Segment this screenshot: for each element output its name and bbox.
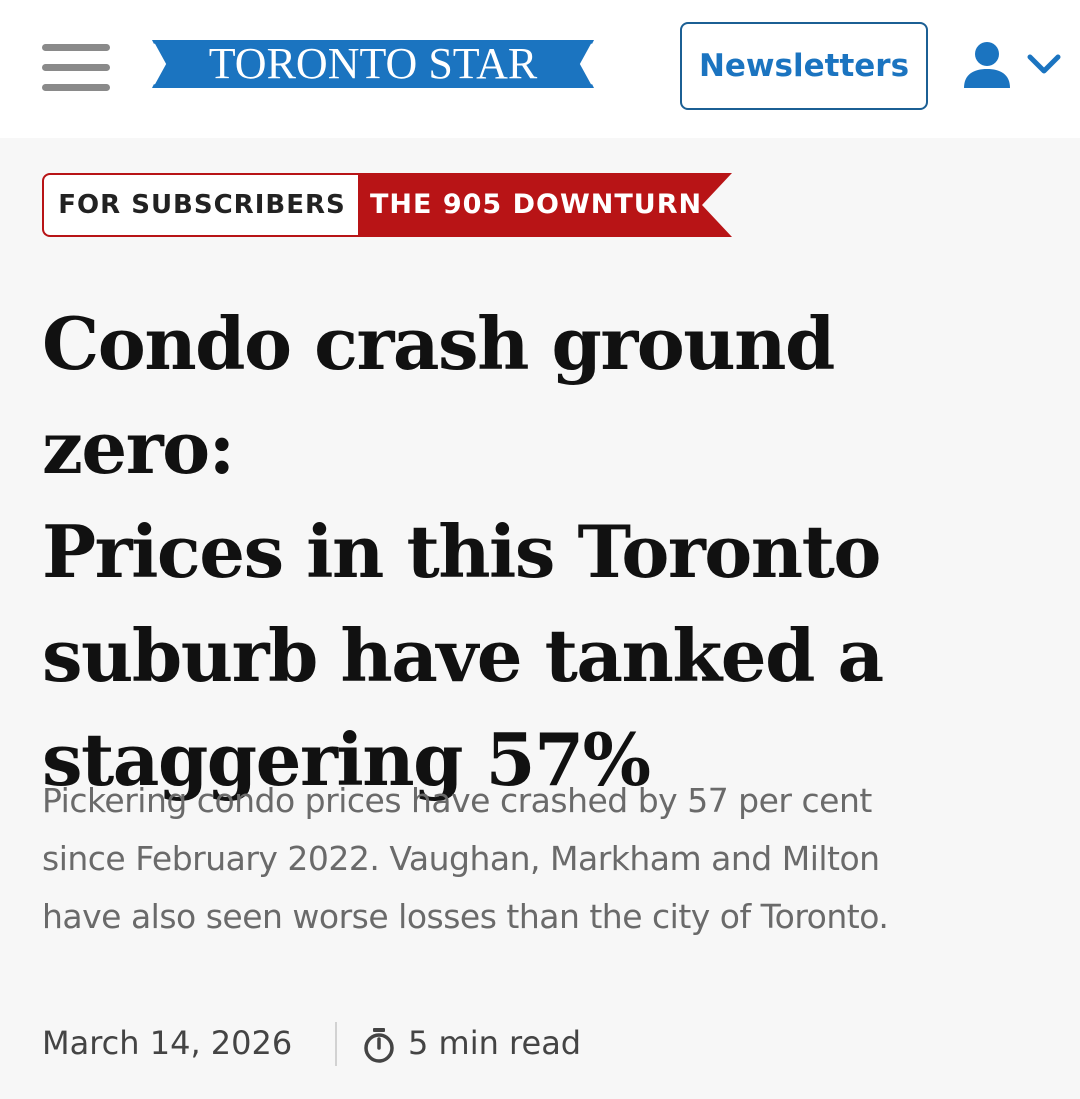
user-icon bbox=[964, 42, 1010, 88]
dek-line: Pickering condo prices have crashed by 5… bbox=[42, 781, 872, 820]
subscribers-badge: FOR SUBSCRIBERS bbox=[42, 173, 360, 237]
newsletters-button[interactable]: Newsletters bbox=[680, 22, 928, 110]
series-tag-label: THE 905 DOWNTURN bbox=[370, 189, 703, 220]
series-tag-link[interactable]: THE 905 DOWNTURN bbox=[358, 173, 732, 237]
series-tag-shape bbox=[358, 173, 732, 237]
read-time: 5 min read bbox=[408, 1024, 582, 1062]
meta-divider bbox=[335, 1022, 337, 1066]
headline-line: suburb have tanked a bbox=[42, 613, 884, 698]
article-dek: Pickering condo prices have crashed by 5… bbox=[42, 772, 1042, 946]
dek-line: since February 2022. Vaughan, Markham an… bbox=[42, 839, 880, 878]
headline-line: Prices in this Toronto bbox=[42, 509, 881, 594]
account-menu[interactable] bbox=[962, 40, 1066, 96]
article-headline: Condo crash ground zero: Prices in this … bbox=[42, 292, 1042, 812]
chevron-down-icon bbox=[1027, 54, 1061, 74]
site-header: TORONTO STAR Newsletters bbox=[0, 0, 1080, 138]
dek-line: have also seen worse losses than the cit… bbox=[42, 897, 889, 936]
toronto-star-logo[interactable]: TORONTO STAR bbox=[152, 40, 594, 88]
headline-line: Condo crash ground zero: bbox=[42, 301, 835, 490]
publish-date: March 14, 2026 bbox=[42, 1024, 293, 1062]
hamburger-menu-icon[interactable] bbox=[42, 44, 110, 92]
stopwatch-icon bbox=[364, 1028, 394, 1063]
headline-line: staggering 57% bbox=[42, 717, 651, 802]
logo-text: TORONTO STAR bbox=[208, 39, 538, 88]
logo-banner bbox=[152, 40, 594, 88]
